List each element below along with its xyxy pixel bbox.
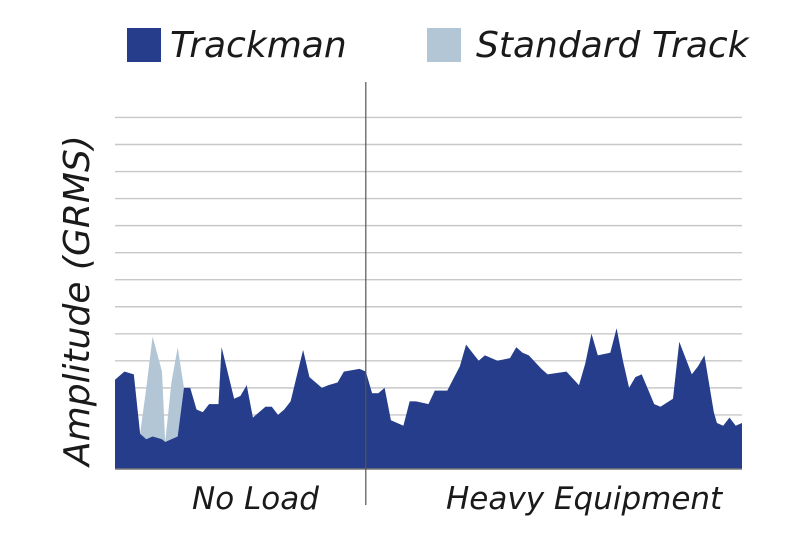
legend-label-trackman: Trackman	[170, 25, 347, 66]
section-label-heavy-equipment: Heavy Equipment	[446, 481, 723, 517]
legend-swatch-standard-track	[427, 28, 461, 62]
legend-swatch-trackman	[127, 28, 161, 62]
legend-label-standard-track: Standard Track	[476, 25, 749, 66]
section-label-no-load: No Load	[192, 481, 319, 517]
series-area-trackman	[115, 328, 742, 469]
